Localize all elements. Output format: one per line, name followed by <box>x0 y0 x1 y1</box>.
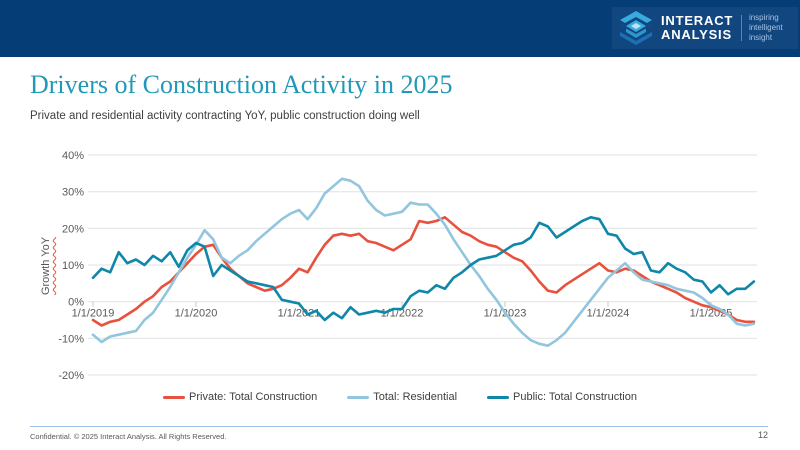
y-tick-label: 0% <box>68 297 84 309</box>
y-tick-label: -20% <box>58 370 84 382</box>
footer-rule <box>30 426 768 427</box>
legend-label-public: Public: Total Construction <box>513 391 637 403</box>
x-tick-label: 1/1/2019 <box>72 308 115 320</box>
private-total-construction-line <box>91 216 756 327</box>
logo-tagline: inspiring intelligent insight <box>749 13 798 43</box>
chart-legend: Private: Total Construction Total: Resid… <box>0 391 800 403</box>
y-tick-label: 20% <box>62 223 84 235</box>
legend-swatch-public <box>487 395 510 399</box>
legend-swatch-private <box>163 395 186 399</box>
legend-item-residential: Total: Residential <box>347 391 457 403</box>
header-bar: INTERACT ANALYSIS inspiring intelligent … <box>0 0 800 57</box>
legend-item-private: Private: Total Construction <box>163 391 317 403</box>
footer-confidential-text: Confidential. © 2025 Interact Analysis. … <box>30 432 227 441</box>
legend-label-private: Private: Total Construction <box>189 391 318 403</box>
legend-item-public: Public: Total Construction <box>487 391 637 403</box>
logo-brand-line2: ANALYSIS <box>661 27 732 42</box>
y-tick-label: 10% <box>62 260 84 272</box>
x-tick-label: 1/1/2020 <box>175 308 218 320</box>
legend-swatch-residential <box>347 395 370 399</box>
public-total-construction-line <box>91 216 756 322</box>
y-tick-label: 30% <box>62 187 84 199</box>
yoy-line-chart: 40% 30% 20% 10% 0% -10% -20% 1/1/2019 1/1/2020 1/… <box>58 150 757 382</box>
chart-area: 40% 30% 20% 10% 0% -10% -20% 1/1/2019 1/1/2020 1/… <box>40 150 757 382</box>
page-title: Drivers of Construction Activity in 2025 <box>30 70 453 99</box>
logo-divider <box>741 15 742 41</box>
x-tick-label: 1/1/2021 <box>278 308 321 320</box>
interact-analysis-logo: INTERACT ANALYSIS inspiring intelligent … <box>612 7 798 49</box>
total-residential-line <box>91 177 756 347</box>
page-subtitle: Private and residential activity contrac… <box>30 110 420 122</box>
logo-brand-line1: INTERACT <box>661 13 734 28</box>
x-tick-label: 1/1/2024 <box>587 308 630 320</box>
logo-tagline-line1: inspiring <box>748 13 779 22</box>
interact-analysis-logo-icon <box>619 11 653 45</box>
y-tick-label: 40% <box>62 150 84 162</box>
page-number: 12 <box>757 430 768 440</box>
logo-brand-text: INTERACT ANALYSIS <box>661 14 733 42</box>
logo-tagline-line2: intelligent insight <box>748 23 783 42</box>
legend-label-residential: Total: Residential <box>373 391 458 403</box>
y-tick-label: -10% <box>58 333 84 345</box>
